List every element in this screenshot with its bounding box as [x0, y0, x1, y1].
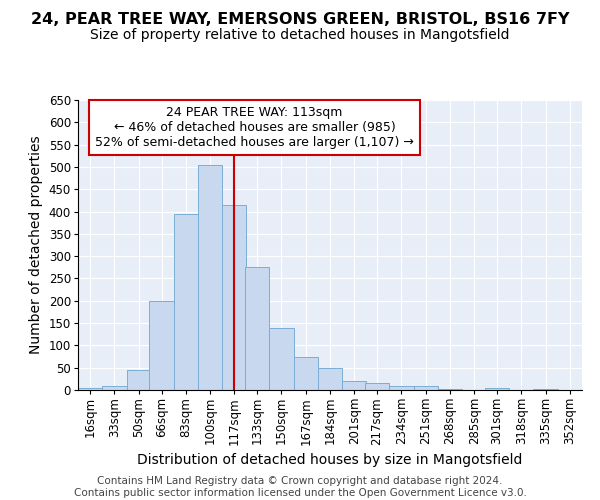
Text: Size of property relative to detached houses in Mangotsfield: Size of property relative to detached ho… [90, 28, 510, 42]
Text: Contains HM Land Registry data © Crown copyright and database right 2024.
Contai: Contains HM Land Registry data © Crown c… [74, 476, 526, 498]
Bar [438, 389, 462, 390]
Bar [149, 301, 173, 390]
Bar [533, 389, 558, 390]
Bar [389, 386, 413, 390]
Text: 24 PEAR TREE WAY: 113sqm
← 46% of detached houses are smaller (985)
52% of semi-: 24 PEAR TREE WAY: 113sqm ← 46% of detach… [95, 106, 414, 149]
Bar [78, 388, 102, 390]
Bar [293, 356, 318, 390]
Bar [413, 386, 438, 390]
Bar [173, 214, 198, 390]
Text: 24, PEAR TREE WAY, EMERSONS GREEN, BRISTOL, BS16 7FY: 24, PEAR TREE WAY, EMERSONS GREEN, BRIST… [31, 12, 569, 28]
Bar [485, 388, 509, 390]
Bar [198, 164, 222, 390]
Bar [222, 205, 247, 390]
Bar [365, 384, 389, 390]
Bar [245, 268, 269, 390]
Bar [342, 381, 367, 390]
Bar [127, 370, 151, 390]
Bar [102, 386, 127, 390]
Bar [269, 328, 293, 390]
Bar [318, 368, 342, 390]
X-axis label: Distribution of detached houses by size in Mangotsfield: Distribution of detached houses by size … [137, 453, 523, 467]
Y-axis label: Number of detached properties: Number of detached properties [29, 136, 43, 354]
